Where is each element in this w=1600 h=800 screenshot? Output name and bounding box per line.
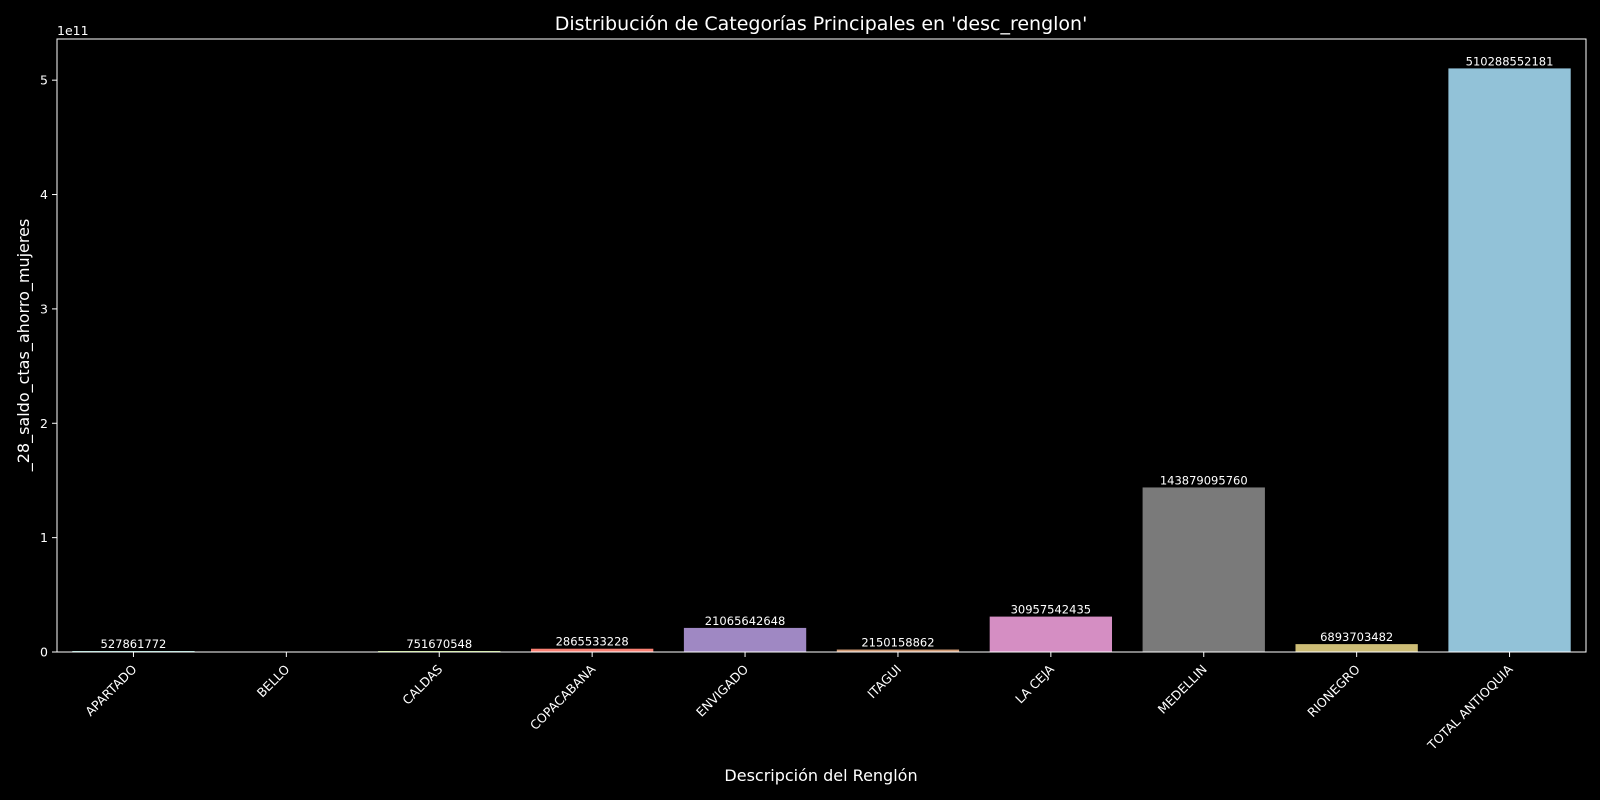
bar-value-label: 143879095760	[1160, 473, 1248, 487]
y-tick-label: 1	[40, 530, 48, 545]
y-tick-label: 2	[40, 416, 48, 431]
y-tick-label: 3	[40, 301, 48, 316]
y-tick-label: 5	[40, 73, 48, 88]
bar-total-antioquia	[1448, 68, 1571, 652]
bar-envigado	[683, 627, 807, 652]
y-axis-offset-label: 1e11	[57, 23, 89, 38]
bar-la-ceja	[989, 616, 1113, 652]
y-tick-label: 0	[40, 645, 48, 660]
bars-layer	[72, 68, 1571, 652]
x-axis-title: Descripción del Renglón	[724, 766, 917, 785]
bar-value-label: 6893703482	[1320, 630, 1393, 644]
chart-title: Distribución de Categorías Principales e…	[555, 13, 1088, 35]
bar-copacabana	[530, 648, 654, 652]
y-axis-title: _28_saldo_ctas_ahorro_mujeres	[14, 219, 34, 473]
bar-value-label: 751670548	[406, 637, 472, 651]
bar-value-label: 510288552181	[1466, 54, 1554, 68]
bar-value-label: 2865533228	[556, 635, 629, 649]
bar-value-label: 2150158862	[861, 636, 934, 650]
bar-value-label: 30957542435	[1011, 603, 1091, 617]
bar-medellin	[1142, 487, 1265, 652]
bar-rionegro	[1295, 644, 1418, 652]
y-axis: 0 1 2 3 4 5	[40, 73, 57, 660]
plot-area-frame	[56, 38, 1587, 653]
data-labels-layer: 527861772 751670548 2865533228 21065642648 2…	[101, 54, 1554, 651]
y-tick-label: 4	[40, 187, 48, 202]
bar-itagui	[836, 649, 960, 652]
bar-value-label: 21065642648	[705, 614, 785, 628]
bar-value-label: 527861772	[101, 637, 167, 651]
